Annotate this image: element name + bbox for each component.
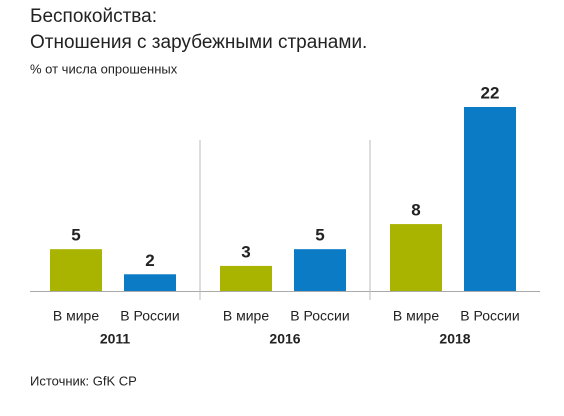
value-label: 2	[145, 251, 154, 270]
value-label: 5	[71, 226, 80, 245]
group-label: 2016	[269, 331, 300, 347]
group-label: 2011	[100, 331, 131, 347]
series-label: В России	[460, 308, 519, 324]
series-label: В мире	[53, 308, 99, 324]
bar	[50, 249, 102, 291]
group-label: 2018	[439, 331, 470, 347]
unit-note: % от числа опрошенных	[30, 61, 178, 76]
source: Источник: GfK CP	[30, 373, 137, 388]
bar	[294, 249, 346, 291]
bar	[124, 274, 176, 291]
value-label: 3	[241, 242, 250, 261]
value-label: 22	[481, 83, 500, 102]
value-label: 8	[411, 201, 420, 220]
series-label: В мире	[393, 308, 439, 324]
chart-subtitle: Отношения с зарубежными странами.	[30, 32, 367, 53]
bar	[220, 265, 272, 291]
bar	[464, 107, 516, 291]
bar	[390, 224, 442, 291]
chart-title: Беспокойства:	[30, 6, 157, 27]
series-label: В России	[290, 308, 349, 324]
series-label: В мире	[223, 308, 269, 324]
series-label: В России	[120, 308, 179, 324]
value-label: 5	[315, 226, 324, 245]
